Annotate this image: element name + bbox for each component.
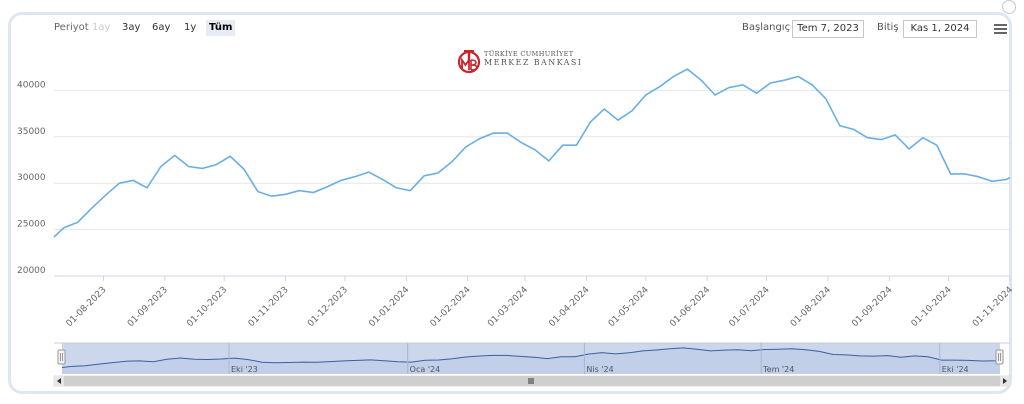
end-date-input[interactable]: Kas 1, 2024	[903, 20, 977, 38]
end-date-label: Bitiş	[877, 22, 899, 33]
start-date-input[interactable]: Tem 7, 2023	[792, 20, 864, 38]
cbrt-logo	[457, 50, 481, 74]
period-1-month-button[interactable]: 1ay	[92, 22, 111, 33]
period-1-year-button[interactable]: 1y	[184, 22, 197, 33]
chart-container	[8, 12, 1012, 394]
period-label: Periyot	[54, 22, 89, 33]
period-all-button[interactable]: Tüm	[206, 20, 236, 36]
start-date-label: Başlangıç	[742, 22, 791, 33]
period-3-month-button[interactable]: 3ay	[122, 22, 141, 33]
hamburger-menu-icon[interactable]	[994, 24, 1007, 35]
logo-text: TÜRKİYE CUMHURİYET MERKEZ BANKASI	[484, 50, 582, 68]
logo-line2: MERKEZ BANKASI	[484, 58, 583, 67]
circle-icon[interactable]	[1002, 0, 1016, 14]
logo-line1: TÜRKİYE CUMHURİYET	[484, 50, 574, 58]
period-6-month-button[interactable]: 6ay	[152, 22, 171, 33]
